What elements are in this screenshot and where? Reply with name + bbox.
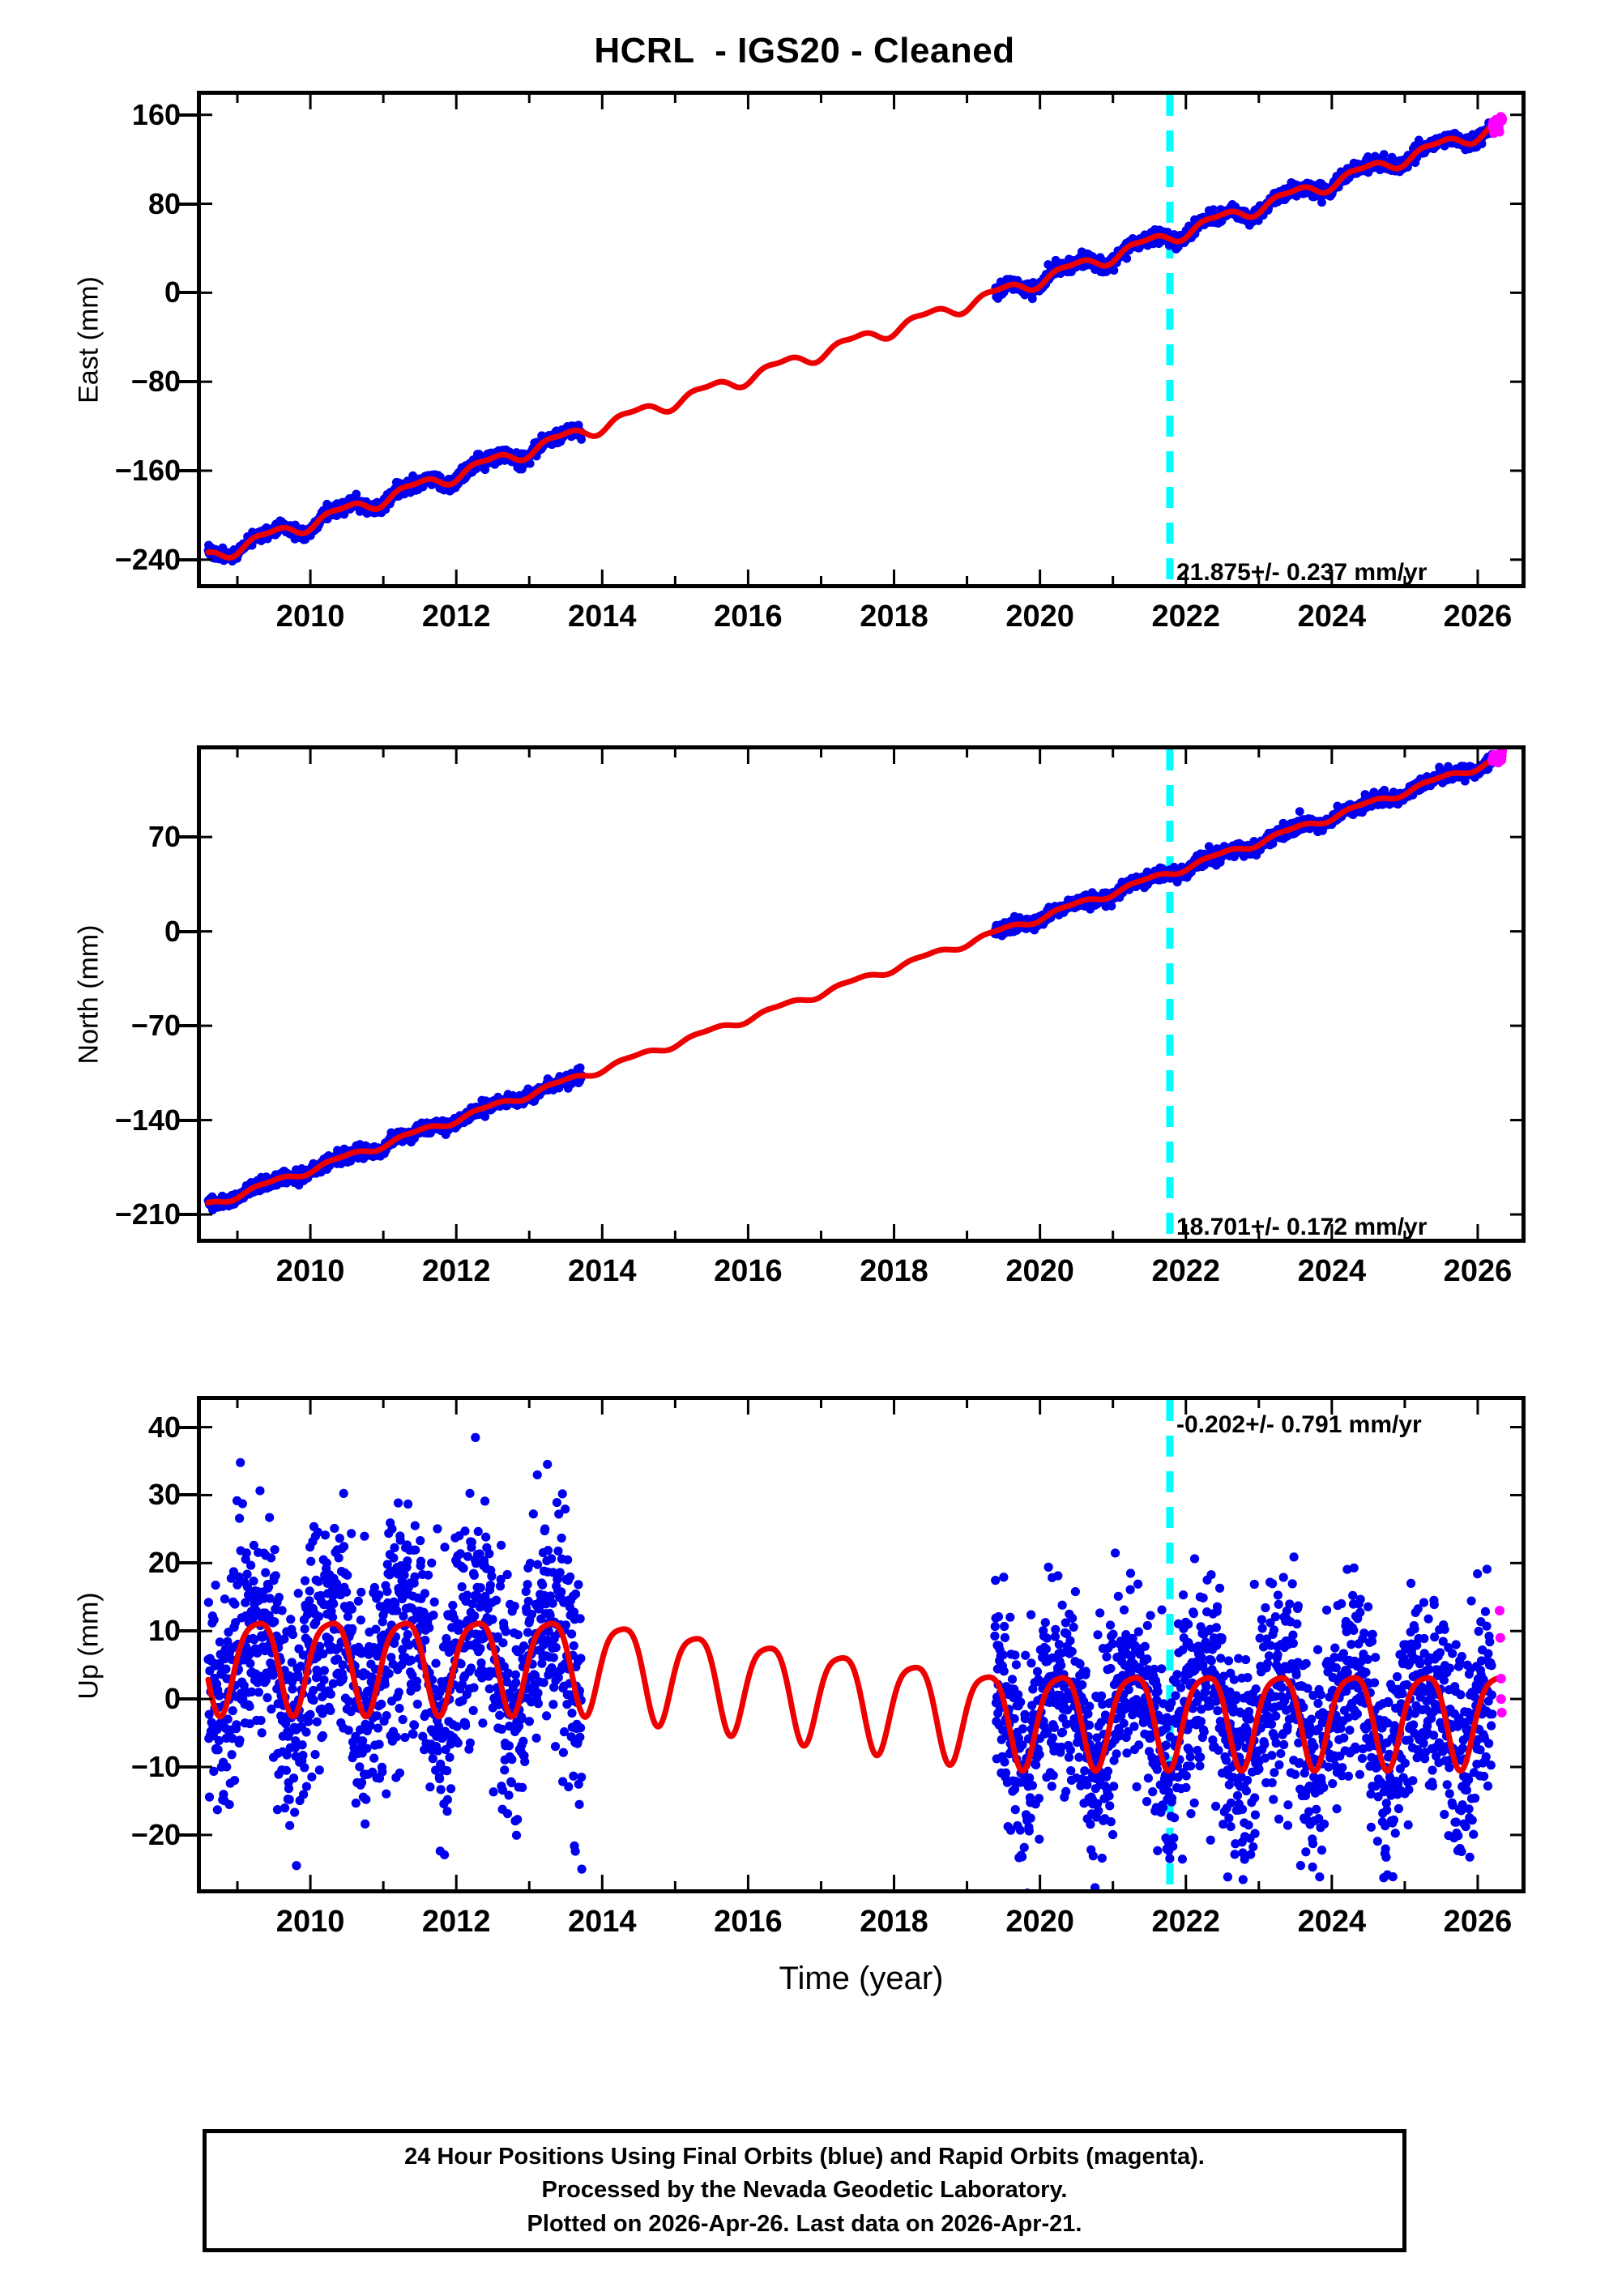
north-ytick-label: −70 — [130, 1009, 181, 1043]
footer-caption-box: 24 Hour Positions Using Final Orbits (bl… — [203, 2129, 1406, 2252]
footer-line-3: Plotted on 2026-Apr-26. Last data on 202… — [527, 2210, 1082, 2237]
up-ytick-label: 10 — [147, 1614, 181, 1648]
east-ytick-label: 80 — [147, 186, 181, 220]
north-plot-frame — [197, 745, 1526, 1243]
north-xtick-label: 2026 — [1443, 1254, 1513, 1288]
east-ytick-mark — [179, 468, 197, 472]
north-ytick-label: −140 — [114, 1103, 181, 1137]
up-ytick-label: −10 — [130, 1750, 181, 1783]
east-xtick-label: 2018 — [860, 600, 928, 634]
east-ytick-label: −80 — [130, 365, 181, 399]
north-ytick-mark — [179, 835, 197, 839]
up-xtick-label: 2022 — [1151, 1905, 1221, 1939]
footer-line-1: 24 Hour Positions Using Final Orbits (bl… — [404, 2144, 1205, 2170]
north-ytick-label: 70 — [147, 820, 181, 854]
up-model-curve — [205, 1620, 1504, 1774]
up-ytick-mark — [179, 1765, 197, 1769]
east-ytick-label: 160 — [131, 97, 181, 131]
up-ytick-label: 0 — [164, 1682, 181, 1716]
up-ytick-label: −20 — [130, 1817, 181, 1851]
up-xtick-label: 2020 — [1005, 1905, 1074, 1939]
east-ytick-label: −160 — [114, 453, 181, 487]
up-xtick-label: 2024 — [1297, 1905, 1367, 1939]
up-interior-ticks — [201, 1400, 1522, 1889]
east-xtick-label: 2022 — [1151, 600, 1221, 634]
up-ytick-mark — [179, 1425, 197, 1429]
up-xtick-label: 2018 — [860, 1905, 928, 1939]
up-ytick-mark — [179, 1833, 197, 1837]
north-ytick-label: 0 — [164, 914, 181, 948]
north-axis-label: North (mm) — [73, 924, 105, 1065]
north-xtick-label: 2018 — [860, 1254, 928, 1288]
up-plot-area[interactable] — [201, 1400, 1522, 1889]
panel-north — [197, 745, 1526, 1243]
east-ytick-mark — [179, 380, 197, 384]
east-plot-frame — [197, 91, 1526, 588]
north-ytick-mark — [179, 1024, 197, 1028]
east-plot-area[interactable] — [201, 95, 1522, 584]
east-axis-label: East (mm) — [73, 276, 105, 403]
north-xtick-label: 2020 — [1005, 1254, 1074, 1288]
up-ytick-mark — [179, 1561, 197, 1565]
north-xtick-label: 2024 — [1297, 1254, 1367, 1288]
up-plot-frame — [197, 1396, 1526, 1893]
up-xtick-label: 2010 — [275, 1905, 345, 1939]
east-ytick-mark — [179, 202, 197, 206]
north-model-curve — [205, 753, 1505, 1206]
east-xtick-label: 2024 — [1297, 600, 1367, 634]
x-axis-label: Time (year) — [779, 1961, 944, 1996]
north-interior-ticks — [201, 749, 1522, 1239]
up-ytick-mark — [179, 1493, 197, 1497]
up-ytick-mark — [179, 1629, 197, 1633]
east-xtick-label: 2020 — [1005, 600, 1074, 634]
north-plot-area[interactable] — [201, 749, 1522, 1239]
east-xtick-label: 2016 — [714, 600, 783, 634]
up-rate-annotation: -0.202+/- 0.791 mm/yr — [1176, 1411, 1422, 1438]
north-ytick-mark — [179, 1118, 197, 1122]
north-ytick-label: −210 — [114, 1197, 181, 1231]
up-xtick-label: 2014 — [568, 1905, 637, 1939]
east-xtick-label: 2010 — [275, 600, 345, 634]
east-ytick-mark — [179, 291, 197, 295]
up-xtick-label: 2026 — [1443, 1905, 1513, 1939]
east-ytick-label: −240 — [114, 542, 181, 576]
east-rapid-points — [1487, 112, 1508, 139]
up-xtick-label: 2016 — [714, 1905, 783, 1939]
north-ytick-mark — [179, 1213, 197, 1217]
up-ytick-mark — [179, 1697, 197, 1701]
north-xtick-label: 2016 — [714, 1254, 783, 1288]
up-rapid-points — [1494, 1606, 1507, 1718]
footer-line-2: Processed by the Nevada Geodetic Laborat… — [541, 2177, 1068, 2204]
east-model-curve — [205, 118, 1505, 561]
panel-east — [197, 91, 1526, 588]
page-title: HCRL - IGS20 - Cleaned — [594, 31, 1015, 70]
east-ytick-mark — [179, 113, 197, 117]
north-xtick-label: 2022 — [1151, 1254, 1221, 1288]
east-xtick-label: 2014 — [568, 600, 637, 634]
up-ytick-label: 40 — [147, 1410, 181, 1444]
east-interior-ticks — [201, 95, 1522, 584]
up-ytick-label: 20 — [147, 1546, 181, 1580]
east-rate-annotation: 21.875+/- 0.237 mm/yr — [1176, 559, 1428, 586]
north-xtick-label: 2014 — [568, 1254, 637, 1288]
north-rapid-points — [1487, 749, 1508, 768]
east-ytick-label: 0 — [164, 275, 181, 309]
east-ytick-mark — [179, 557, 197, 561]
north-xtick-label: 2012 — [421, 1254, 491, 1288]
north-rate-annotation: 18.701+/- 0.172 mm/yr — [1176, 1214, 1428, 1240]
east-xtick-label: 2026 — [1443, 600, 1513, 634]
up-ytick-label: 30 — [147, 1478, 181, 1512]
up-xtick-label: 2012 — [421, 1905, 491, 1939]
north-xtick-label: 2010 — [275, 1254, 345, 1288]
north-ytick-mark — [179, 929, 197, 933]
panel-up — [197, 1396, 1526, 1893]
east-xtick-label: 2012 — [421, 600, 491, 634]
